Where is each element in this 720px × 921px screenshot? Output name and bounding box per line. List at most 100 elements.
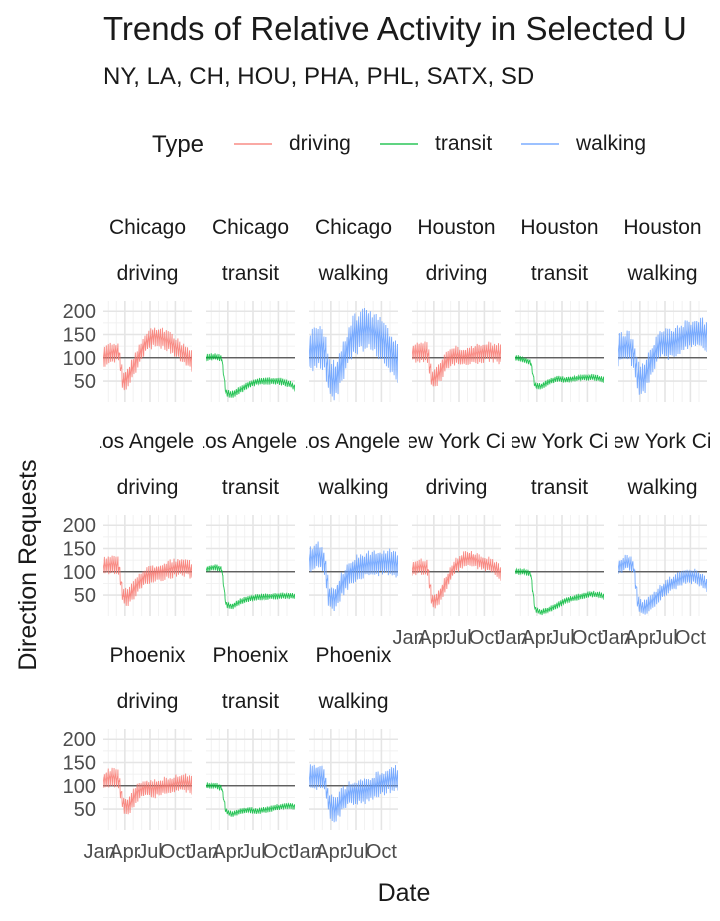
panel-new-york-city-transit-strip-city: New York City — [494, 430, 625, 453]
panel-new-york-city-transit-x-tick-label: Jul — [549, 627, 575, 649]
panel-los-angeles-driving-strip-city: Los Angeles — [90, 430, 204, 453]
panel-phoenix-driving-y-tick-label: 200 — [63, 729, 96, 751]
panel-new-york-city-walking-x-tick-label: Jan — [599, 627, 631, 649]
panel-phoenix-walking-strip-city: Phoenix — [316, 644, 392, 667]
panel-los-angeles-transit-strip-city: Los Angeles — [193, 430, 307, 453]
panel-chicago-walking-strip-type: walking — [317, 262, 388, 285]
panel-new-york-city-transit-strip-type: transit — [531, 476, 588, 499]
legend-title: Type — [152, 131, 204, 158]
panel-phoenix-walking-x-tick-label: Jan — [290, 841, 322, 863]
panel-los-angeles-driving-y-tick-label: 150 — [63, 539, 96, 561]
panel-new-york-city-driving-x-tick-label: Jul — [446, 627, 472, 649]
panel-houston-walking-strip-type: walking — [626, 262, 697, 285]
panel-new-york-city-driving-x-tick-label: Jan — [393, 627, 425, 649]
panel-chicago-driving-strip-city: Chicago — [109, 216, 186, 239]
legend-label-transit: transit — [435, 132, 492, 155]
panel-houston-driving: Houston driving — [412, 216, 501, 402]
panel-new-york-city-driving-strip-type: driving — [426, 476, 488, 499]
panel-phoenix-walking-x-tick-label: Apr — [315, 841, 346, 863]
panel-phoenix-driving-strip-city: Phoenix — [110, 644, 186, 667]
panel-phoenix-driving-y-tick-label: 100 — [63, 776, 96, 798]
panel-new-york-city-walking-strip-type: walking — [626, 476, 697, 499]
panel-chicago-driving-y-tick-label: 200 — [63, 301, 96, 323]
panel-los-angeles-driving-y-tick-label: 100 — [63, 562, 96, 584]
panel-new-york-city-transit-x-tick-label: Oct — [572, 627, 604, 649]
chart-title: Trends of Relative Activity in Selected … — [103, 10, 687, 47]
legend: Type driving transit walking — [152, 131, 646, 158]
panel-phoenix-driving-x-tick-label: Jul — [137, 841, 163, 863]
panel-chicago-transit-strip-city: Chicago — [212, 216, 289, 239]
panel-chicago-walking-strip-city: Chicago — [315, 216, 392, 239]
legend-label-walking: walking — [575, 132, 646, 155]
panel-new-york-city-driving-strip-city: New York City — [391, 430, 522, 453]
panel-los-angeles-transit: Los Angeles transit — [193, 430, 307, 616]
panel-phoenix-driving-x-tick-label: Jan — [84, 841, 116, 863]
panel-chicago-walking-series-line — [309, 308, 398, 401]
panel-houston-walking: Houston walking — [618, 216, 707, 402]
panel-chicago-walking: Chicago walking — [309, 216, 398, 402]
panel-phoenix-walking-x-tick-label: Oct — [366, 841, 398, 863]
panel-phoenix-transit-series-line — [206, 782, 295, 817]
y-axis-title: Direction Requests — [14, 459, 42, 670]
panel-chicago-transit-strip-type: transit — [222, 262, 279, 285]
panel-phoenix-walking-x-tick-label: Jul — [343, 841, 369, 863]
panel-chicago-transit-series-line — [206, 353, 295, 398]
legend-label-driving: driving — [289, 132, 351, 155]
panel-los-angeles-walking-strip-city: Los Angeles — [296, 430, 410, 453]
panel-phoenix-driving-x-tick-label: Oct — [160, 841, 192, 863]
panel-houston-driving-strip-type: driving — [426, 262, 488, 285]
panel-new-york-city-transit-x-tick-label: Jan — [496, 627, 528, 649]
panel-new-york-city-driving-x-tick-label: Oct — [469, 627, 501, 649]
panel-new-york-city-walking-series-line — [618, 554, 707, 615]
panel-phoenix-walking-series-line — [309, 764, 398, 823]
x-axis-title: Date — [378, 879, 431, 907]
panel-los-angeles-walking: Los Angeles walking — [296, 430, 410, 616]
panel-phoenix-driving-x-tick-label: Apr — [109, 841, 140, 863]
panel-houston-transit-strip-type: transit — [531, 262, 588, 285]
panel-phoenix-transit-x-tick-label: Jan — [187, 841, 219, 863]
panel-los-angeles-transit-series-line — [206, 564, 295, 610]
panel-new-york-city-walking-x-tick-label: Oct — [675, 627, 707, 649]
panel-phoenix-transit-strip-city: Phoenix — [213, 644, 289, 667]
panel-houston-transit-strip-city: Houston — [520, 216, 598, 239]
panel-new-york-city-walking-strip-city: New York City — [597, 430, 720, 453]
panel-los-angeles-driving-strip-type: driving — [117, 476, 179, 499]
chart-subtitle: NY, LA, CH, HOU, PHA, PHL, SATX, SD — [103, 63, 534, 90]
panel-new-york-city-transit-x-tick-label: Apr — [521, 627, 552, 649]
panel-new-york-city-walking-x-tick-label: Apr — [624, 627, 655, 649]
panel-los-angeles-driving-y-tick-label: 50 — [74, 585, 96, 607]
panel-new-york-city-walking-x-tick-label: Jul — [652, 627, 678, 649]
panel-phoenix-driving-y-tick-label: 50 — [74, 799, 96, 821]
panel-chicago-driving-strip-type: driving — [117, 262, 179, 285]
panel-phoenix-driving-y-tick-label: 150 — [63, 753, 96, 775]
panel-phoenix-transit-x-tick-label: Apr — [212, 841, 243, 863]
panel-houston-walking-series-line — [618, 317, 707, 395]
panel-phoenix-transit-x-tick-label: Oct — [263, 841, 295, 863]
panel-phoenix-transit-x-tick-label: Jul — [240, 841, 266, 863]
panel-new-york-city-driving-series-line — [412, 550, 501, 609]
panel-phoenix-transit-strip-type: transit — [222, 690, 279, 713]
panel-phoenix-walking-strip-type: walking — [317, 690, 388, 713]
panel-houston-walking-strip-city: Houston — [623, 216, 701, 239]
panel-houston-transit-series-line — [515, 355, 604, 390]
panel-los-angeles-transit-strip-type: transit — [222, 476, 279, 499]
panel-houston-driving-strip-city: Houston — [417, 216, 495, 239]
panel-los-angeles-walking-strip-type: walking — [317, 476, 388, 499]
panel-los-angeles-driving-series-line — [103, 555, 192, 606]
panel-new-york-city-driving-x-tick-label: Apr — [418, 627, 449, 649]
panel-chicago-driving-y-tick-label: 150 — [63, 325, 96, 347]
panel-phoenix-driving-series-line — [103, 767, 192, 815]
panel-chicago-driving-y-tick-label: 100 — [63, 348, 96, 370]
panel-los-angeles-driving-y-tick-label: 200 — [63, 515, 96, 537]
panel-houston-transit: Houston transit — [515, 216, 604, 402]
panel-phoenix-driving-strip-type: driving — [117, 690, 179, 713]
